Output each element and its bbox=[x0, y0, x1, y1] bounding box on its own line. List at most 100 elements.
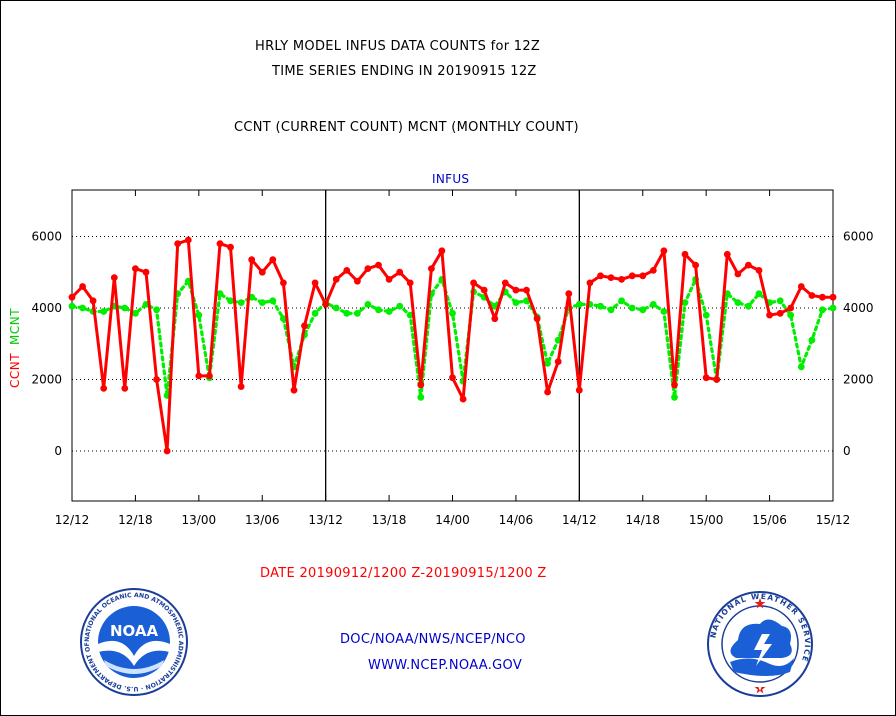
data-point-mcnt bbox=[755, 290, 763, 298]
data-point-ccnt bbox=[206, 372, 213, 380]
data-point-ccnt bbox=[692, 261, 699, 269]
data-point-mcnt bbox=[258, 299, 266, 306]
data-point-mcnt bbox=[512, 299, 520, 306]
data-point-mcnt bbox=[607, 306, 615, 314]
data-point-ccnt bbox=[396, 268, 404, 276]
data-point-ccnt bbox=[639, 272, 647, 280]
data-point-mcnt bbox=[311, 309, 319, 317]
series-ccnt bbox=[68, 236, 837, 455]
data-point-mcnt bbox=[575, 301, 583, 308]
data-point-ccnt bbox=[216, 240, 224, 248]
data-point-mcnt bbox=[68, 302, 76, 310]
x-tick-label: 12/12 bbox=[55, 513, 90, 527]
series-line-ccnt bbox=[70, 238, 835, 453]
data-point-ccnt bbox=[406, 279, 414, 287]
data-point-ccnt bbox=[375, 261, 382, 269]
data-point-ccnt bbox=[734, 270, 742, 278]
y-axis-ticks: 0 0 2000 2000 4000 4000 6000 6000 bbox=[31, 229, 873, 457]
data-point-ccnt bbox=[121, 385, 129, 392]
data-point-mcnt bbox=[681, 299, 689, 306]
data-point-ccnt bbox=[89, 297, 97, 305]
x-tick-label: 13/18 bbox=[372, 513, 407, 527]
data-point-mcnt bbox=[449, 309, 456, 317]
data-point-ccnt bbox=[565, 290, 573, 298]
data-point-mcnt bbox=[227, 297, 234, 305]
data-point-mcnt bbox=[375, 306, 382, 314]
data-point-mcnt bbox=[597, 302, 604, 310]
data-point-ccnt bbox=[248, 256, 256, 264]
data-point-mcnt bbox=[269, 297, 277, 305]
data-point-ccnt bbox=[174, 240, 182, 248]
x-tick-label: 14/18 bbox=[625, 513, 660, 527]
data-point-ccnt bbox=[586, 279, 594, 287]
data-point-ccnt bbox=[280, 279, 287, 287]
chart-title-line1: HRLY MODEL INFUS DATA COUNTS for 12Z bbox=[255, 39, 541, 54]
data-point-mcnt bbox=[100, 308, 108, 315]
data-point-ccnt bbox=[544, 388, 551, 396]
data-point-ccnt bbox=[332, 276, 340, 283]
data-point-ccnt bbox=[819, 293, 826, 301]
data-point-ccnt bbox=[195, 372, 203, 380]
data-point-ccnt bbox=[480, 286, 488, 294]
data-point-ccnt bbox=[354, 277, 361, 285]
data-point-ccnt bbox=[227, 243, 234, 251]
data-point-ccnt bbox=[364, 265, 372, 272]
data-point-mcnt bbox=[332, 304, 340, 312]
data-point-ccnt bbox=[554, 358, 562, 365]
x-tick-label: 14/06 bbox=[499, 513, 534, 527]
data-point-ccnt bbox=[153, 376, 161, 383]
data-point-ccnt bbox=[671, 381, 678, 389]
data-point-ccnt bbox=[311, 279, 319, 287]
x-tick-label: 15/12 bbox=[816, 513, 851, 527]
data-point-mcnt bbox=[343, 309, 351, 317]
data-point-mcnt bbox=[153, 306, 161, 314]
data-point-ccnt bbox=[797, 283, 805, 290]
data-point-ccnt bbox=[723, 250, 731, 258]
data-point-ccnt bbox=[512, 286, 520, 294]
data-point-mcnt bbox=[628, 304, 636, 312]
x-tick-label: 14/00 bbox=[435, 513, 470, 527]
data-point-ccnt bbox=[618, 276, 625, 283]
data-point-ccnt bbox=[417, 381, 425, 389]
y-tick-label-right: 0 bbox=[843, 444, 851, 458]
data-point-mcnt bbox=[618, 297, 625, 305]
data-point-ccnt bbox=[523, 286, 530, 294]
nws-logo: NATIONAL WEATHER SERVICE bbox=[707, 591, 813, 697]
data-point-ccnt bbox=[142, 268, 150, 276]
data-point-mcnt bbox=[639, 306, 647, 314]
data-point-mcnt bbox=[649, 301, 657, 308]
data-point-ccnt bbox=[79, 283, 86, 290]
data-point-ccnt bbox=[829, 293, 837, 301]
data-point-ccnt bbox=[808, 292, 816, 299]
data-point-mcnt bbox=[364, 301, 372, 308]
data-point-mcnt bbox=[660, 308, 668, 315]
footer-org: DOC/NOAA/NWS/NCEP/NCO bbox=[340, 632, 526, 647]
data-point-ccnt bbox=[660, 247, 668, 255]
data-point-mcnt bbox=[385, 308, 393, 315]
data-point-ccnt bbox=[301, 322, 308, 330]
data-point-mcnt bbox=[544, 360, 551, 367]
data-point-ccnt bbox=[628, 272, 636, 280]
y-tick-label-left: 2000 bbox=[31, 372, 62, 386]
data-point-mcnt bbox=[808, 336, 816, 344]
data-point-mcnt bbox=[417, 393, 425, 401]
data-point-ccnt bbox=[533, 315, 541, 323]
data-point-mcnt bbox=[354, 309, 361, 317]
data-point-ccnt bbox=[607, 274, 615, 281]
x-tick-label: 13/00 bbox=[182, 513, 217, 527]
data-point-ccnt bbox=[597, 272, 604, 280]
y-tick-label-right: 2000 bbox=[843, 372, 874, 386]
data-point-ccnt bbox=[755, 267, 763, 274]
data-point-mcnt bbox=[396, 302, 404, 310]
data-point-ccnt bbox=[745, 261, 752, 269]
data-point-ccnt bbox=[787, 304, 795, 312]
data-point-mcnt bbox=[787, 311, 795, 319]
y-tick-label-left: 6000 bbox=[31, 229, 62, 243]
noaa-logo: NOAA NATIONAL OCEANIC AND ATMOSPHERIC AD… bbox=[80, 588, 188, 696]
data-point-mcnt bbox=[671, 393, 678, 401]
x-tick-label: 13/12 bbox=[308, 513, 343, 527]
data-point-ccnt bbox=[438, 247, 446, 255]
data-point-ccnt bbox=[681, 250, 689, 258]
data-point-mcnt bbox=[280, 315, 287, 323]
